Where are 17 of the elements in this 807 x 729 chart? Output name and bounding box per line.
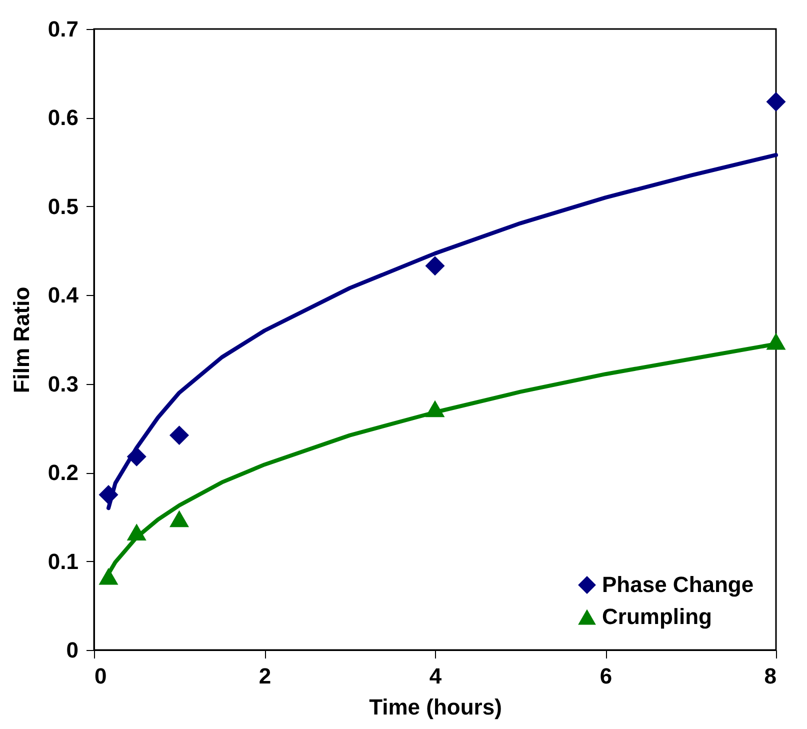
x-axis-title: Time (hours) xyxy=(369,694,502,720)
y-tick-label: 0.6 xyxy=(48,105,78,130)
x-tick-label: 2 xyxy=(258,664,272,688)
x-tick-label: 8 xyxy=(764,664,776,688)
x-tick-label: 4 xyxy=(429,664,442,688)
y-tick-label: 0.4 xyxy=(48,282,80,308)
legend-label: Crumpling xyxy=(602,604,712,629)
legend-label: Phase Change xyxy=(602,572,754,597)
y-tick-label: 0.3 xyxy=(48,371,78,396)
y-tick-label: 0.1 xyxy=(48,548,78,574)
x-tick-label: 0 xyxy=(94,664,107,688)
y-tick-label: 0.5 xyxy=(48,194,78,219)
y-tick-label: 0 xyxy=(66,638,78,662)
x-tick-label: 6 xyxy=(600,664,612,688)
y-tick-label: 0.7 xyxy=(48,16,78,42)
y-tick-label: 0.2 xyxy=(48,460,78,486)
y-axis-title: Film Ratio xyxy=(8,286,34,394)
